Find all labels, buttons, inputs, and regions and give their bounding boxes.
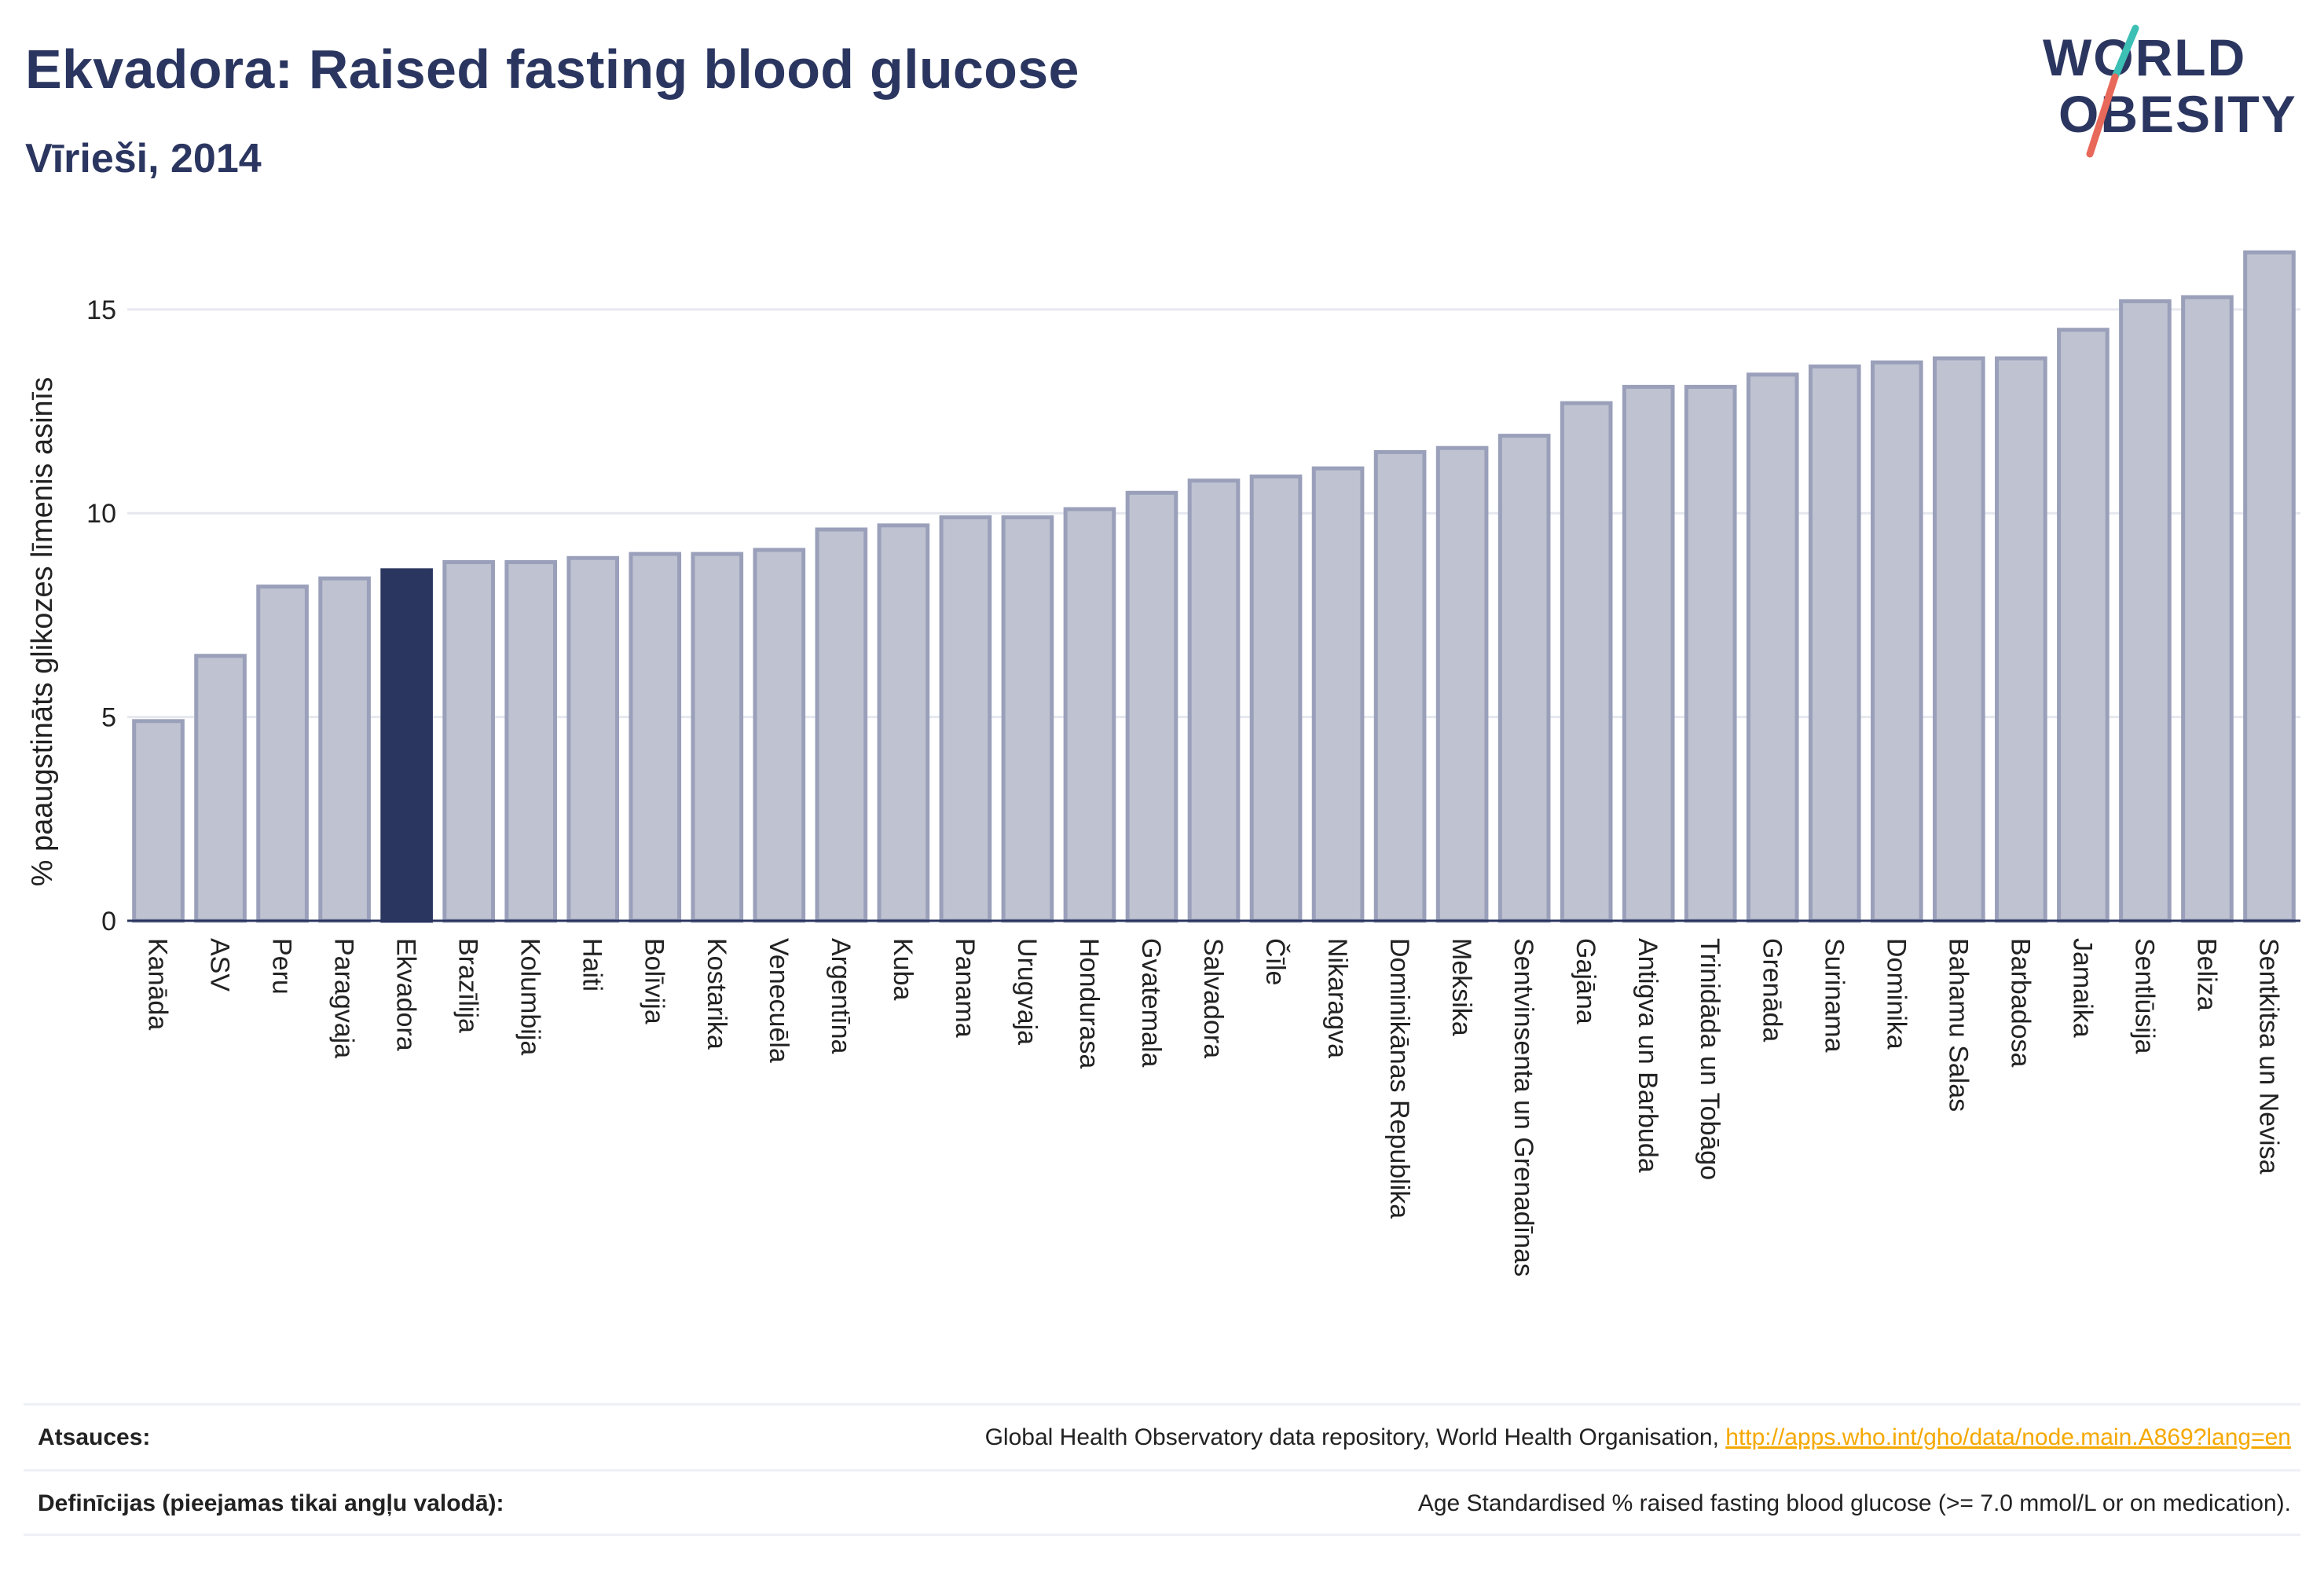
category-label-31: Jamaika: [2067, 938, 2097, 1038]
bar-17[interactable]: [1187, 478, 1241, 923]
category-label-25: Trinidāda un Tobāgo: [1695, 938, 1725, 1180]
bar-1[interactable]: [194, 654, 247, 923]
y-tick-labels: 0 5 10 15: [86, 295, 116, 936]
bar-chart: 0 5 10 15 Kanāda ASV Peru Paragvaja Ekvadora Bra…: [26, 250, 2300, 1277]
sources-value: Global Health Observatory data repositor…: [985, 1424, 2291, 1451]
bar-3[interactable]: [318, 576, 371, 923]
bar-29[interactable]: [1933, 356, 1985, 923]
y-axis-title: % paaugstināts glikozes līmenis asinīs: [26, 377, 59, 886]
category-label-32: Sentlūsija: [2129, 938, 2159, 1054]
bar-31[interactable]: [2057, 328, 2110, 923]
logo-slash-coral: [2086, 73, 2119, 158]
category-label-27: Surinama: [1819, 938, 1849, 1053]
bar-8[interactable]: [629, 552, 682, 923]
category-label-2: Peru: [267, 938, 297, 995]
bar-21[interactable]: [1435, 445, 1489, 923]
bar-9[interactable]: [691, 552, 744, 923]
category-label-24: Antigva un Barbuda: [1633, 938, 1662, 1173]
category-label-11: Argentīna: [826, 938, 856, 1054]
chart-title: Ekvadora: Raised fasting blood glucose: [25, 38, 1080, 100]
category-label-29: Bahamu Salas: [1943, 938, 1973, 1112]
logo-slash-teal: [2111, 24, 2139, 81]
category-label-20: Dominikānas Republika: [1384, 938, 1414, 1219]
category-label-18: Čīle: [1260, 938, 1290, 985]
category-label-3: Paragvaja: [329, 938, 359, 1058]
category-label-22: Sentvinsenta un Grenadīnas: [1508, 938, 1538, 1277]
bar-13[interactable]: [939, 515, 992, 923]
category-label-10: Venecuēla: [764, 938, 794, 1063]
chart-subtitle: Vīrieši, 2014: [25, 136, 262, 181]
world-obesity-logo: WORLD OBESITY: [2043, 24, 2296, 158]
category-label-15: Hondurasa: [1074, 938, 1104, 1068]
bar-2[interactable]: [256, 585, 309, 923]
category-label-7: Haiti: [577, 938, 607, 991]
bar-14[interactable]: [1001, 515, 1054, 923]
definitions-row: Definīcijas (pieejamas tikai angļu valod…: [24, 1469, 2300, 1534]
logo-line1: WORLD: [2043, 28, 2246, 86]
footer-divider: [24, 1534, 2300, 1536]
bar-6[interactable]: [504, 559, 558, 923]
category-label-26: Grenāda: [1757, 938, 1787, 1042]
category-label-8: Bolīvija: [640, 938, 669, 1024]
sources-text: Global Health Observatory data repositor…: [984, 1424, 1726, 1450]
definitions-label: Definīcijas (pieejamas tikai angļu valod…: [38, 1490, 504, 1516]
y-tick-label: 10: [86, 499, 116, 529]
category-label-23: Gajāna: [1571, 938, 1600, 1024]
bar-33[interactable]: [2181, 295, 2234, 923]
bar-10[interactable]: [753, 548, 806, 923]
category-label-30: Barbadosa: [2005, 938, 2035, 1068]
y-tick-label: 5: [101, 703, 116, 733]
category-label-17: Salvadora: [1198, 938, 1228, 1058]
bar-11[interactable]: [815, 527, 868, 923]
bar-24[interactable]: [1622, 384, 1675, 923]
bar-25[interactable]: [1684, 384, 1737, 923]
bar-23[interactable]: [1560, 401, 1613, 923]
category-label-12: Kuba: [888, 938, 918, 1000]
bar-4[interactable]: [380, 568, 433, 923]
bar-32[interactable]: [2119, 299, 2172, 923]
y-tick-label: 15: [86, 295, 116, 325]
category-label-28: Dominika: [1881, 938, 1911, 1050]
bar-7[interactable]: [566, 555, 620, 923]
bars: [132, 250, 2296, 923]
bar-12[interactable]: [877, 523, 930, 923]
category-label-0: Kanāda: [143, 938, 173, 1030]
category-label-4: Ekvadora: [391, 938, 421, 1051]
bar-26[interactable]: [1746, 372, 1799, 923]
category-label-16: Gvatemala: [1136, 938, 1166, 1067]
bar-0[interactable]: [132, 719, 185, 923]
category-label-34: Sentkitsa un Nevisa: [2253, 938, 2283, 1175]
category-label-19: Nikaragva: [1322, 938, 1352, 1058]
y-tick-label: 0: [101, 907, 116, 936]
category-label-21: Meksika: [1446, 938, 1476, 1036]
sources-label: Atsauces:: [38, 1424, 151, 1450]
bar-18[interactable]: [1249, 475, 1303, 923]
bar-28[interactable]: [1870, 360, 1923, 923]
category-label-6: Kolumbija: [515, 938, 545, 1055]
bar-19[interactable]: [1311, 466, 1365, 923]
category-label-13: Panama: [950, 938, 980, 1038]
bar-15[interactable]: [1063, 507, 1116, 923]
bar-30[interactable]: [1995, 356, 2047, 923]
category-label-33: Beliza: [2191, 938, 2221, 1011]
bar-22[interactable]: [1497, 434, 1551, 923]
bar-5[interactable]: [442, 559, 495, 923]
definitions-text: Age Standardised % raised fasting blood …: [1417, 1490, 2291, 1516]
sources-link[interactable]: http://apps.who.int/gho/data/node.main.A…: [1725, 1424, 2291, 1450]
category-label-14: Urugvaja: [1012, 938, 1042, 1045]
category-labels: Kanāda ASV Peru Paragvaja Ekvadora Brazīlija K…: [143, 938, 2284, 1277]
category-label-5: Brazīlija: [453, 938, 483, 1033]
category-label-1: ASV: [205, 938, 235, 991]
category-label-9: Kostarika: [702, 938, 731, 1050]
bar-20[interactable]: [1373, 449, 1427, 923]
sources-row: Atsauces: Global Health Observatory data…: [24, 1403, 2300, 1468]
bar-34[interactable]: [2243, 250, 2296, 923]
bar-27[interactable]: [1808, 364, 1861, 923]
bar-16[interactable]: [1125, 490, 1178, 923]
